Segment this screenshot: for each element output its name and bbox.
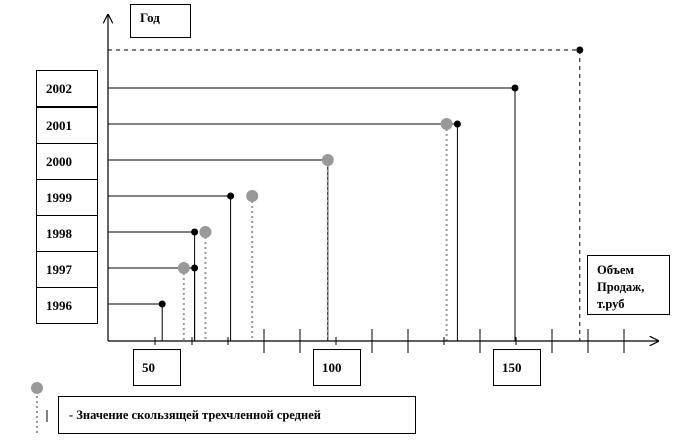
legend-gray-dot-icon (31, 382, 43, 394)
data-point (191, 228, 199, 236)
moving-average-point (440, 118, 453, 130)
y-tick-label: 2001 (36, 107, 98, 144)
moving-average-point (321, 154, 334, 166)
data-point (158, 300, 166, 308)
y-tick-label: 1998 (36, 215, 98, 252)
moving-average-point (246, 190, 259, 202)
moving-average-point (177, 262, 190, 274)
legend-label: - Значение скользящей трехчленной средне… (58, 396, 416, 434)
y-axis-title: Год (130, 4, 191, 38)
data-point (576, 46, 584, 54)
x-axis-title: Объем Продаж, т.руб (587, 255, 670, 315)
x-tick-label: 50 (133, 349, 181, 386)
y-tick-label: 1997 (36, 251, 98, 288)
y-tick-label: 1996 (36, 287, 98, 324)
data-point (511, 84, 519, 92)
y-tick-label: 2000 (36, 143, 98, 180)
y-tick-label: 1999 (36, 179, 98, 216)
data-point (227, 192, 235, 200)
x-tick-label: 100 (313, 349, 361, 386)
y-tick-label: 2002 (36, 70, 98, 107)
moving-average-point (199, 226, 212, 238)
x-tick-label: 150 (493, 349, 541, 386)
data-point (453, 120, 461, 128)
